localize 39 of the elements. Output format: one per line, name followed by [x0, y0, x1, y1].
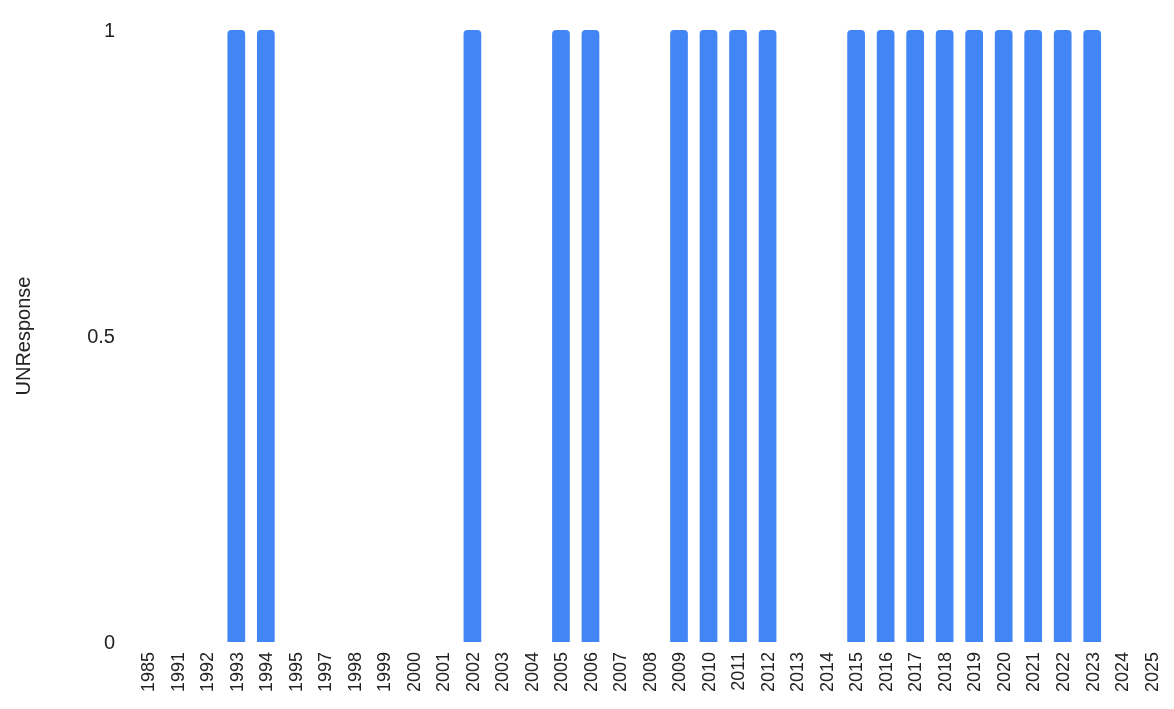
x-tick-label: 2005	[551, 652, 572, 693]
x-tick-label: 1995	[285, 652, 306, 693]
y-tick-label: 1	[103, 19, 115, 41]
y-axis-title: UNResponse	[12, 276, 34, 396]
x-tick-label: 2022	[1053, 652, 1073, 693]
x-tick-label: 1991	[167, 652, 188, 693]
x-tick-label: 2015	[846, 652, 867, 693]
y-tick-label: 0.5	[87, 325, 115, 347]
x-tick-label: 2017	[905, 652, 926, 693]
x-tick-label: 2019	[964, 652, 985, 693]
x-tick-label: 2010	[698, 652, 719, 693]
x-tick-label: 1993	[226, 652, 247, 693]
x-tick-label: 1998	[344, 652, 365, 693]
x-tick-label: 2014	[816, 652, 837, 693]
x-tick-label: 1985	[138, 652, 159, 693]
x-tick-label: 2011	[728, 652, 749, 691]
x-tick-label: 1992	[197, 652, 218, 693]
x-tick-label: 2001	[433, 652, 454, 693]
x-tick-label: 2012	[757, 652, 778, 693]
y-tick-label: 0	[103, 631, 115, 653]
x-tick-label: 2007	[610, 652, 631, 693]
x-tick-label: 2000	[403, 652, 424, 693]
x-tick-label: 2003	[492, 652, 513, 693]
x-tick-label: 2025	[1141, 652, 1162, 693]
x-tick-label: 1999	[374, 652, 395, 693]
x-tick-label: 2023	[1082, 652, 1103, 693]
x-tick-label: 2006	[580, 652, 601, 693]
x-tick-label: 2024	[1112, 652, 1133, 693]
x-tick-label: 2009	[669, 652, 690, 693]
x-tick-label: 2013	[787, 652, 808, 693]
x-tick-label: 2008	[639, 652, 660, 693]
x-tick-label: 2002	[462, 652, 483, 693]
x-tick-label: 2016	[875, 652, 896, 693]
x-tick-label: 2004	[521, 652, 542, 693]
x-tick-label: 1994	[256, 652, 277, 693]
x-tick-label: 1997	[315, 652, 336, 693]
x-tick-label: 2021	[1023, 652, 1044, 693]
x-tick-label: 2020	[993, 652, 1014, 693]
x-tick-label: 2018	[934, 652, 955, 693]
